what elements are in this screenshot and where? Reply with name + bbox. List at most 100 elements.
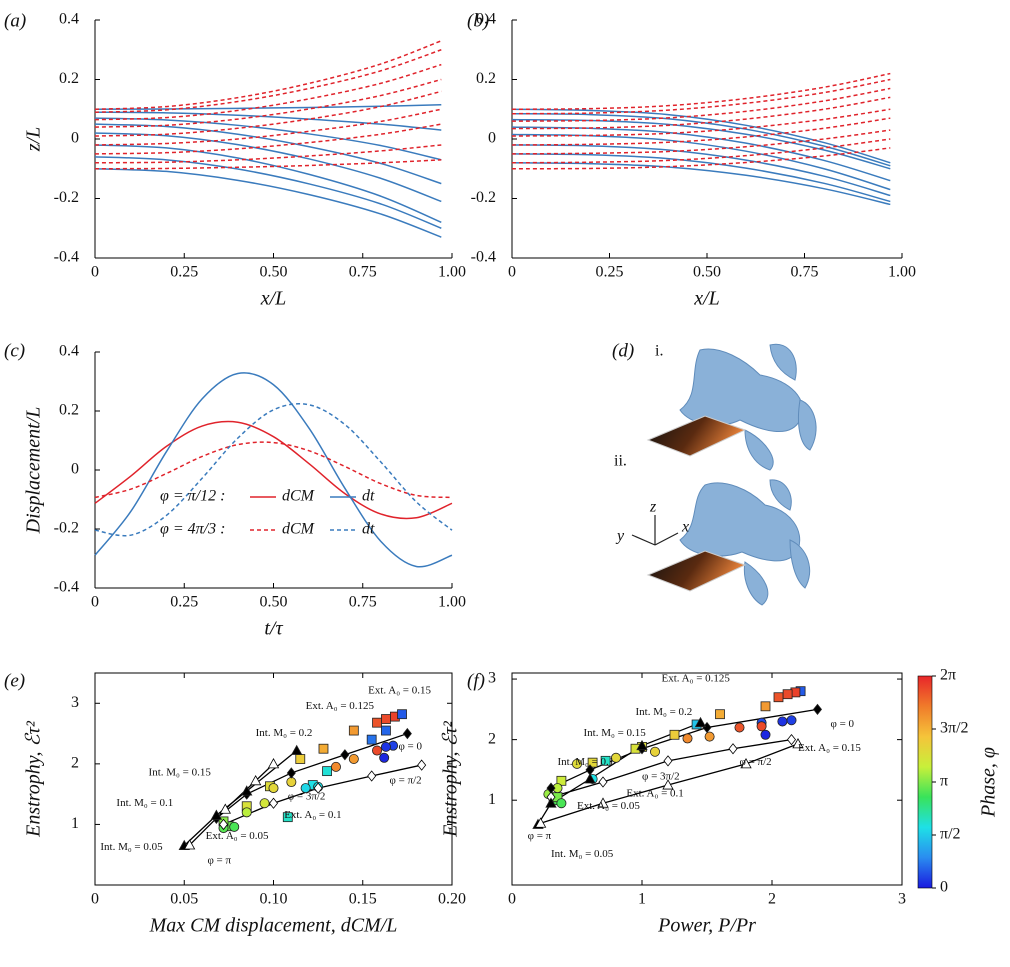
diamond-marker xyxy=(340,749,350,761)
diamond-marker xyxy=(402,727,412,740)
series-line xyxy=(511,96,891,130)
annotation: Ext. A₀ = 0.05 xyxy=(577,800,640,812)
triangle-marker xyxy=(241,785,253,796)
y-tick-label: 0.4 xyxy=(476,11,496,28)
legend-label: dCM xyxy=(282,488,316,505)
x-tick-label: 0.20 xyxy=(438,891,466,908)
series-line xyxy=(94,168,442,238)
square-marker xyxy=(760,701,771,712)
square-marker xyxy=(782,689,793,700)
series-line xyxy=(511,138,891,164)
x-tick-label: 1.00 xyxy=(438,264,466,281)
x-tick-label: 0 xyxy=(91,594,99,611)
circle-marker xyxy=(704,731,715,742)
circle-marker xyxy=(300,783,311,794)
x-tick-label: 0.10 xyxy=(260,891,288,908)
triangle-marker xyxy=(249,774,262,786)
y-axis-label: Enstrophy, ℰτ² xyxy=(440,720,462,838)
triangle-marker xyxy=(792,738,804,749)
annotation: φ = 3π/2 xyxy=(642,771,680,783)
panel-label: (c) xyxy=(4,340,25,361)
panel-label: (f) xyxy=(467,670,485,691)
x-tick-label: 0.50 xyxy=(693,264,721,281)
series-line xyxy=(94,403,453,537)
annotation: Int. M₀ = 0.05 xyxy=(551,848,614,860)
series-line xyxy=(94,159,442,170)
y-tick-label: 0 xyxy=(71,461,79,478)
annotation: Int. M₀ = 0.1 xyxy=(116,797,173,809)
fit-line xyxy=(189,763,274,846)
x-axis-label: t/τ xyxy=(264,618,283,640)
x-tick-label: 0.25 xyxy=(170,264,198,281)
triangle-marker xyxy=(183,839,196,850)
diamond-marker xyxy=(286,767,296,779)
square-marker xyxy=(715,709,725,720)
y-tick-label: 0.2 xyxy=(59,70,79,87)
y-tick-label: -0.4 xyxy=(471,249,496,266)
x-tick-label: 1 xyxy=(638,891,646,908)
circle-marker xyxy=(259,798,270,809)
diamond-marker xyxy=(728,743,738,755)
series-line xyxy=(511,87,891,122)
y-tick-label: -0.4 xyxy=(54,579,79,596)
y-axis-label: Displacement/L xyxy=(23,407,45,535)
y-tick-label: -0.4 xyxy=(54,249,79,266)
annotation: φ = π/2 xyxy=(740,756,772,768)
x-tick-label: 0 xyxy=(91,891,99,908)
render-label: ii. xyxy=(614,453,627,470)
axis-triad-label: z xyxy=(649,499,657,516)
y-tick-label: 0.4 xyxy=(59,11,79,28)
x-tick-label: 1.00 xyxy=(888,264,916,281)
series-line xyxy=(511,144,891,197)
circle-marker xyxy=(786,715,797,726)
colorbar-tick-label: 2π xyxy=(940,667,956,684)
y-tick-label: 0 xyxy=(488,130,496,147)
x-tick-label: 0.75 xyxy=(349,264,377,281)
x-tick-label: 0.05 xyxy=(170,891,198,908)
annotation: Ext. A₀ = 0.125 xyxy=(662,673,731,685)
x-tick-label: 0.50 xyxy=(260,264,288,281)
y-tick-label: 1 xyxy=(488,791,496,808)
diamond-marker xyxy=(313,782,323,794)
series-line xyxy=(94,49,442,113)
annotation: Int. M₀ = 0.2 xyxy=(636,706,693,718)
series-line xyxy=(511,147,891,170)
y-tick-label: 1 xyxy=(71,815,79,832)
square-marker xyxy=(348,725,359,736)
colorbar-tick-label: π xyxy=(940,773,948,790)
diamond-marker xyxy=(663,755,673,767)
panel-label: (e) xyxy=(4,670,25,691)
triangle-marker xyxy=(636,739,648,751)
series-line xyxy=(94,372,453,568)
y-tick-label: 0.2 xyxy=(59,402,79,419)
legend-group-label: φ = π/12 : xyxy=(160,488,225,505)
y-axis-label: z/L xyxy=(23,127,45,152)
x-tick-label: 0 xyxy=(508,891,516,908)
triangle-marker xyxy=(740,758,752,769)
x-axis-label: Power, P/Pr xyxy=(657,915,756,937)
panel-label: (a) xyxy=(4,10,26,31)
square-marker xyxy=(372,717,382,728)
x-tick-label: 1.00 xyxy=(438,594,466,611)
annotation: Int. M₀ = 0.05 xyxy=(100,841,163,853)
series-line xyxy=(94,117,442,161)
annotation: Int. M₀ = 0.1 xyxy=(558,756,615,768)
square-marker xyxy=(397,709,407,720)
diamond-marker xyxy=(367,770,377,782)
x-tick-label: 0.75 xyxy=(349,594,377,611)
diamond-marker xyxy=(268,797,279,809)
vortex-render xyxy=(631,343,817,606)
series-line xyxy=(94,144,442,164)
circle-marker xyxy=(734,722,745,733)
square-marker xyxy=(366,734,377,745)
annotation: φ = 3π/2 xyxy=(288,791,326,803)
series-line xyxy=(511,108,891,137)
panel-label: (b) xyxy=(467,10,489,31)
x-tick-label: 0 xyxy=(91,264,99,281)
annotation: φ = π xyxy=(528,830,552,842)
x-axis-label: Max CM displacement, dCM/L xyxy=(149,915,398,937)
x-tick-label: 0.75 xyxy=(791,264,819,281)
annotation: φ = π xyxy=(207,854,231,866)
annotation: Int. M₀ = 0.2 xyxy=(256,727,313,739)
